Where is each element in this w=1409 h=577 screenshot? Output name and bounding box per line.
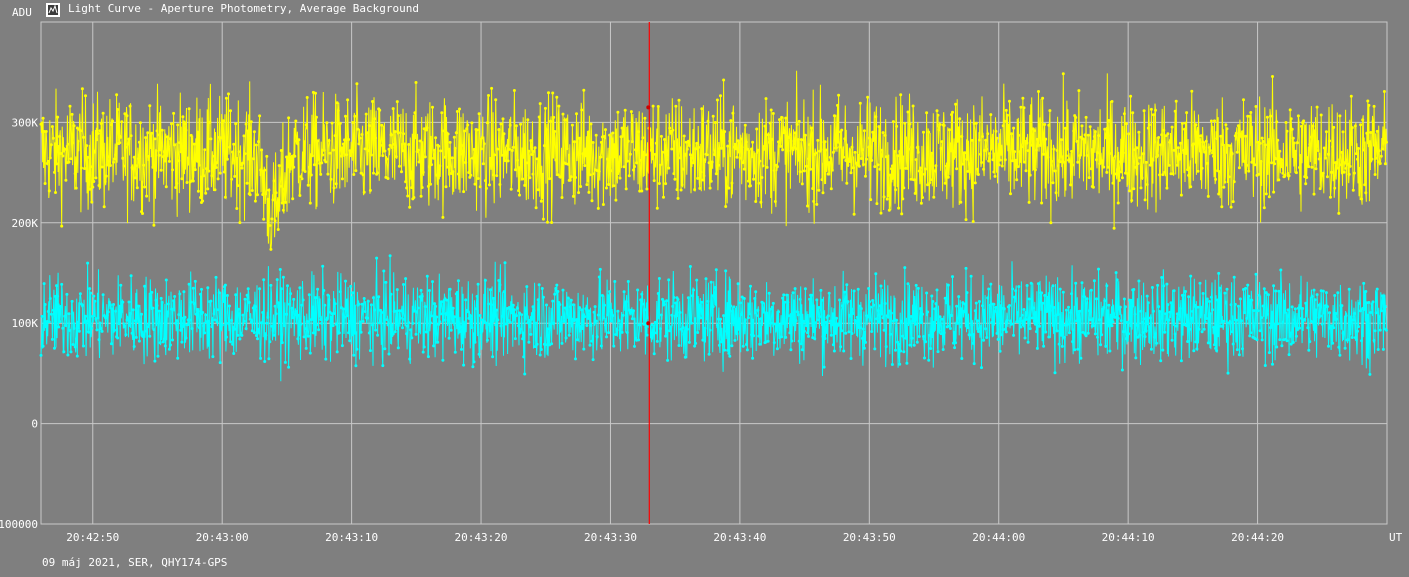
series-2 [39, 254, 1388, 382]
x-tick-label: 20:43:40 [713, 531, 766, 544]
app-icon [46, 3, 60, 17]
x-tick-label: 20:42:50 [66, 531, 119, 544]
grid [40, 21, 1388, 525]
plot-frame [40, 21, 1388, 525]
app-icon-curve [48, 4, 58, 14]
series-line [40, 70, 1388, 250]
x-axis-label: UT [1389, 531, 1403, 544]
chart-subtitle: 09 máj 2021, SER, QHY174-GPS [42, 556, 227, 569]
series-layer [39, 70, 1388, 382]
x-tick-label: 20:43:30 [584, 531, 637, 544]
y-axis-label: ADU [12, 6, 32, 19]
axis-labels: 300K 200K 100K 0 -100000 20:42:50 20:43:00 20:4… [0, 116, 1284, 544]
y-tick-label: -100000 [0, 518, 38, 531]
chart-title: Light Curve - Aperture Photometry, Avera… [68, 2, 419, 15]
x-tick-label: 20:43:50 [843, 531, 896, 544]
y-tick-label: 300K [12, 116, 39, 129]
cursor-layer [646, 22, 651, 524]
x-tick-label: 20:43:10 [325, 531, 378, 544]
x-tick-label: 20:44:00 [972, 531, 1025, 544]
series-line [40, 255, 1388, 382]
series-markers [39, 72, 1388, 251]
y-tick-label: 0 [31, 418, 38, 431]
series-1 [39, 70, 1388, 251]
y-tick-label: 100K [12, 317, 39, 330]
x-tick-label: 20:44:20 [1231, 531, 1284, 544]
cursor-point [646, 321, 651, 326]
x-tick-label: 20:43:20 [455, 531, 508, 544]
cursor-point [646, 105, 651, 110]
x-tick-label: 20:44:10 [1102, 531, 1155, 544]
y-tick-label: 200K [12, 217, 39, 230]
x-tick-label: 20:43:00 [196, 531, 249, 544]
